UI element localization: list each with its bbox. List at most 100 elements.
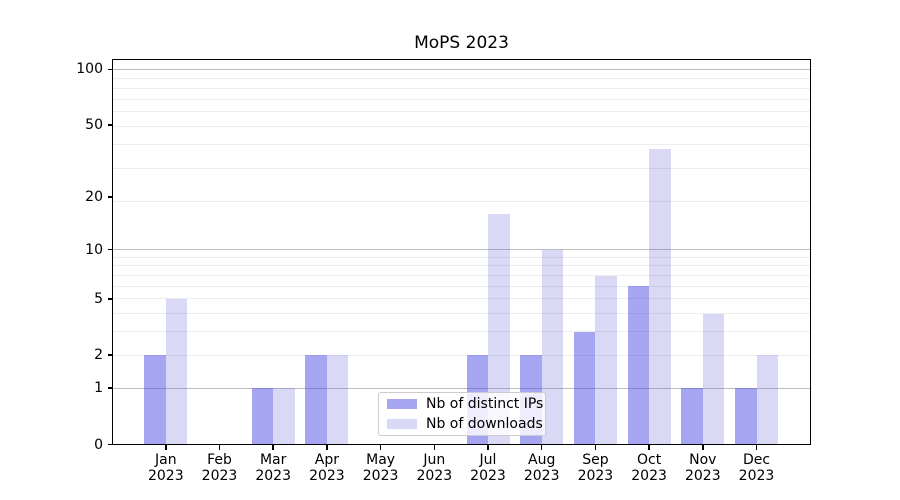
x-tick-month: Nov bbox=[689, 452, 717, 468]
y-tick-label-1: 1 bbox=[94, 380, 103, 397]
x-tick-year: 2023 bbox=[362, 468, 399, 484]
x-tick-dec bbox=[755, 445, 758, 450]
bar-nb-of-downloads-dec bbox=[756, 355, 778, 445]
y-tick-50 bbox=[107, 124, 112, 126]
y-tick-label-20: 20 bbox=[85, 189, 103, 206]
bar-nb-of-distinct-ips-mar bbox=[251, 388, 274, 445]
x-tick-label-jun: Jun 2023 bbox=[404, 452, 464, 484]
x-tick-month: Jan bbox=[155, 452, 177, 468]
x-tick-year: 2023 bbox=[201, 468, 238, 484]
bar-nb-of-distinct-ips-oct bbox=[627, 286, 650, 445]
gridline-minor-19 bbox=[113, 200, 810, 202]
y-tick-20 bbox=[107, 196, 112, 198]
x-tick-year: 2023 bbox=[255, 468, 291, 484]
legend-item-distinct-ips: Nb of distinct IPs bbox=[387, 396, 543, 412]
bar-nb-of-downloads-mar bbox=[273, 388, 295, 445]
legend-swatch-downloads bbox=[387, 419, 417, 429]
gridline-minor-2 bbox=[113, 354, 810, 356]
gridline-minor-9 bbox=[113, 256, 810, 258]
y-tick-label-100: 100 bbox=[76, 61, 103, 78]
x-tick-may bbox=[379, 445, 382, 450]
gridline-minor-8 bbox=[113, 265, 810, 267]
bar-nb-of-downloads-apr bbox=[326, 355, 349, 445]
x-tick-month: Feb bbox=[207, 452, 232, 468]
x-tick-month: Dec bbox=[742, 452, 771, 468]
legend-item-downloads: Nb of downloads bbox=[387, 416, 543, 432]
legend-swatch-distinct-ips bbox=[387, 399, 417, 409]
x-tick-apr bbox=[326, 445, 328, 450]
y-tick-100 bbox=[107, 68, 112, 71]
x-tick-oct bbox=[648, 445, 650, 450]
gridline-minor-5 bbox=[113, 298, 810, 300]
x-tick-mar bbox=[272, 445, 274, 450]
x-tick-label-sep: Sep 2023 bbox=[565, 452, 625, 484]
gridline-minor-6 bbox=[113, 285, 810, 287]
y-tick-5 bbox=[107, 298, 112, 300]
x-tick-label-jul: Jul 2023 bbox=[458, 452, 518, 484]
x-tick-month: Aug bbox=[528, 452, 556, 468]
gridline-minor-79 bbox=[113, 87, 810, 89]
x-tick-aug bbox=[540, 445, 543, 450]
y-tick-1 bbox=[107, 387, 112, 389]
bar-nb-of-downloads-sep bbox=[595, 275, 617, 445]
x-tick-feb bbox=[218, 445, 221, 450]
x-tick-jul bbox=[487, 445, 489, 450]
x-tick-month: Oct bbox=[636, 452, 662, 468]
plot-area bbox=[113, 60, 810, 445]
x-tick-label-oct: Oct 2023 bbox=[619, 452, 679, 484]
x-tick-year: 2023 bbox=[738, 468, 775, 484]
x-tick-month: Apr bbox=[314, 452, 339, 468]
bar-nb-of-downloads-jul bbox=[488, 214, 510, 445]
gridline-minor-49 bbox=[113, 126, 810, 128]
y-tick-0 bbox=[107, 443, 112, 446]
x-tick-year: 2023 bbox=[416, 468, 453, 484]
y-tick-label-2: 2 bbox=[94, 347, 103, 364]
x-tick-sep bbox=[594, 445, 597, 450]
x-tick-label-may: May 2023 bbox=[351, 452, 411, 484]
x-tick-jan bbox=[165, 445, 167, 450]
x-tick-year: 2023 bbox=[577, 468, 614, 484]
gridline-minor-39 bbox=[113, 144, 810, 146]
y-tick-label-10: 10 bbox=[85, 241, 103, 258]
gridline-minor-59 bbox=[113, 111, 810, 113]
bar-nb-of-distinct-ips-apr bbox=[305, 355, 327, 445]
x-tick-nov bbox=[702, 445, 704, 450]
gridline-major-100 bbox=[113, 68, 810, 70]
x-tick-month: Jul bbox=[479, 452, 497, 468]
x-tick-label-aug: Aug 2023 bbox=[512, 452, 572, 484]
x-tick-month: May bbox=[366, 452, 396, 468]
x-tick-label-mar: Mar 2023 bbox=[243, 452, 303, 484]
gridline-minor-69 bbox=[113, 98, 810, 100]
y-tick-label-50: 50 bbox=[85, 117, 103, 133]
gridline-minor-89 bbox=[113, 78, 810, 80]
bar-nb-of-distinct-ips-jan bbox=[144, 355, 166, 445]
gridline-major-10 bbox=[113, 249, 810, 251]
y-tick-label-5: 5 bbox=[94, 290, 103, 307]
x-tick-year: 2023 bbox=[309, 468, 345, 484]
gridline-major-1 bbox=[113, 387, 810, 389]
legend-label-downloads: Nb of downloads bbox=[426, 415, 543, 432]
x-tick-year: 2023 bbox=[684, 468, 721, 484]
x-tick-jun bbox=[433, 445, 436, 450]
x-tick-year: 2023 bbox=[631, 468, 667, 484]
bar-nb-of-distinct-ips-sep bbox=[573, 331, 596, 445]
x-tick-label-dec: Dec 2023 bbox=[727, 452, 787, 484]
x-tick-month: Sep bbox=[582, 452, 609, 468]
x-tick-month: Jun bbox=[423, 452, 446, 468]
x-tick-month: Mar bbox=[259, 452, 287, 468]
bar-nb-of-downloads-jan bbox=[165, 298, 188, 445]
bar-nb-of-downloads-aug bbox=[541, 249, 564, 445]
bar-nb-of-distinct-ips-nov bbox=[681, 388, 703, 445]
gridline-minor-3 bbox=[113, 331, 810, 333]
x-tick-year: 2023 bbox=[147, 468, 184, 484]
gridline-minor-4 bbox=[113, 313, 810, 315]
x-tick-label-feb: Feb 2023 bbox=[190, 452, 250, 484]
x-tick-label-nov: Nov 2023 bbox=[673, 452, 733, 484]
y-tick-10 bbox=[107, 248, 112, 251]
bar-nb-of-downloads-nov bbox=[702, 313, 725, 445]
x-tick-year: 2023 bbox=[470, 468, 506, 484]
bar-nb-of-downloads-oct bbox=[649, 148, 671, 445]
gridline-minor-7 bbox=[113, 275, 810, 277]
gridline-minor-29 bbox=[113, 167, 810, 169]
